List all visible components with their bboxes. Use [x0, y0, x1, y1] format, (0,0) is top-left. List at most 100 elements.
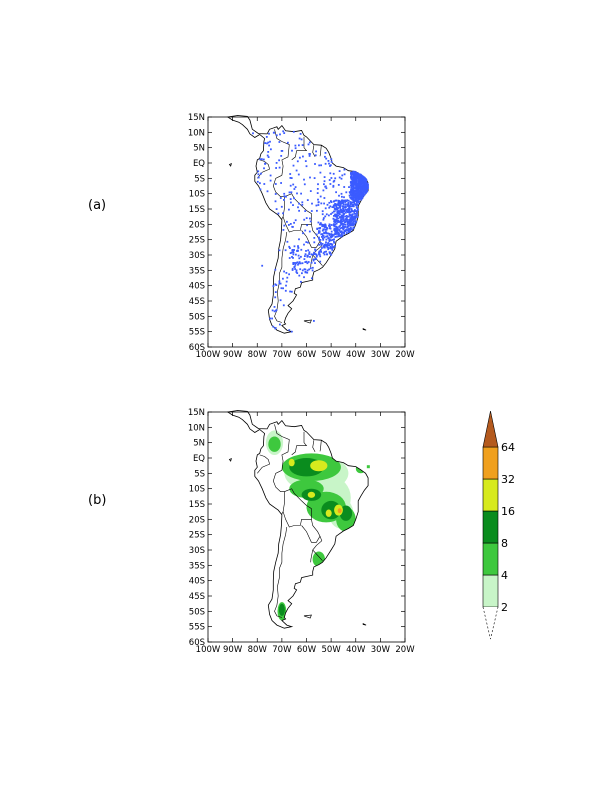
station-point — [298, 257, 301, 260]
station-point — [301, 144, 304, 146]
station-point — [357, 182, 359, 185]
station-point — [273, 310, 276, 313]
panel-a-label: (a) — [88, 198, 106, 213]
station-point — [292, 130, 295, 133]
country-border — [312, 536, 323, 561]
station-point — [332, 172, 335, 175]
station-point — [316, 254, 318, 257]
station-point — [280, 182, 282, 184]
station-point — [266, 142, 268, 145]
station-point — [348, 228, 351, 230]
station-point — [352, 182, 354, 184]
station-point — [271, 309, 274, 312]
station-point — [353, 191, 356, 194]
station-point — [365, 179, 368, 181]
station-point — [270, 148, 272, 151]
station-point — [328, 244, 330, 247]
station-point — [343, 196, 345, 199]
station-point — [294, 263, 297, 266]
station-point — [298, 137, 301, 140]
station-point — [350, 205, 352, 208]
station-point — [358, 175, 361, 178]
station-point — [279, 133, 281, 136]
station-point — [325, 228, 328, 231]
station-point — [289, 184, 292, 187]
station-point — [352, 226, 355, 229]
station-point — [315, 255, 318, 258]
station-point — [324, 155, 326, 158]
station-point — [318, 251, 320, 254]
station-point — [350, 214, 353, 217]
station-point — [344, 221, 347, 223]
station-point — [328, 206, 331, 209]
station-point — [361, 178, 364, 181]
station-point — [335, 204, 337, 207]
station-point — [342, 214, 345, 217]
island-coastline — [362, 328, 367, 331]
station-point — [306, 224, 308, 227]
lat-tick-label: 35S — [189, 561, 205, 571]
station-point — [358, 189, 361, 192]
station-point — [277, 212, 280, 215]
station-point — [295, 253, 297, 256]
station-point — [359, 189, 362, 192]
station-point — [329, 205, 332, 208]
station-point — [334, 208, 337, 211]
field-level-16 — [325, 509, 332, 517]
station-point — [331, 249, 334, 251]
station-point — [330, 239, 333, 242]
station-point — [309, 220, 312, 223]
station-point — [318, 250, 321, 253]
station-point — [326, 235, 329, 237]
station-point — [297, 206, 299, 209]
station-point — [316, 209, 318, 212]
lat-tick-label: 20S — [189, 220, 205, 230]
station-point — [305, 165, 308, 168]
station-point — [362, 191, 365, 193]
station-point — [337, 233, 340, 235]
station-point — [317, 183, 319, 186]
station-point — [324, 152, 327, 154]
station-point — [338, 200, 341, 202]
station-point — [329, 247, 332, 250]
station-point — [328, 223, 331, 226]
station-point — [327, 248, 330, 251]
station-point — [300, 192, 302, 195]
station-point — [334, 177, 337, 180]
station-point — [336, 216, 338, 218]
station-point — [330, 253, 333, 256]
lat-tick-label: EQ — [193, 159, 205, 169]
station-point — [340, 201, 342, 204]
station-point — [321, 233, 324, 235]
station-point — [341, 214, 343, 217]
station-point — [299, 262, 302, 265]
station-point — [323, 231, 326, 234]
station-point — [360, 187, 363, 190]
station-point — [274, 291, 277, 293]
station-point — [286, 276, 289, 279]
station-point — [350, 186, 353, 189]
station-point — [334, 245, 336, 247]
station-point — [359, 181, 362, 184]
station-point — [260, 158, 263, 160]
station-point — [343, 226, 345, 229]
station-point — [321, 229, 324, 232]
station-point — [331, 246, 334, 249]
station-point — [333, 225, 336, 227]
station-point — [306, 262, 309, 265]
station-point — [290, 191, 293, 194]
station-point — [361, 193, 364, 196]
station-point — [335, 205, 338, 208]
station-point — [292, 249, 294, 252]
station-point — [364, 189, 367, 192]
station-point — [323, 228, 325, 231]
station-point — [350, 197, 353, 199]
colorbar-box — [482, 510, 499, 544]
lon-tick-label: 80W — [248, 350, 268, 360]
station-point — [335, 199, 338, 202]
station-point — [297, 262, 300, 265]
station-point — [357, 184, 359, 187]
station-point — [259, 188, 262, 191]
station-point — [358, 182, 361, 184]
station-point — [293, 249, 295, 251]
